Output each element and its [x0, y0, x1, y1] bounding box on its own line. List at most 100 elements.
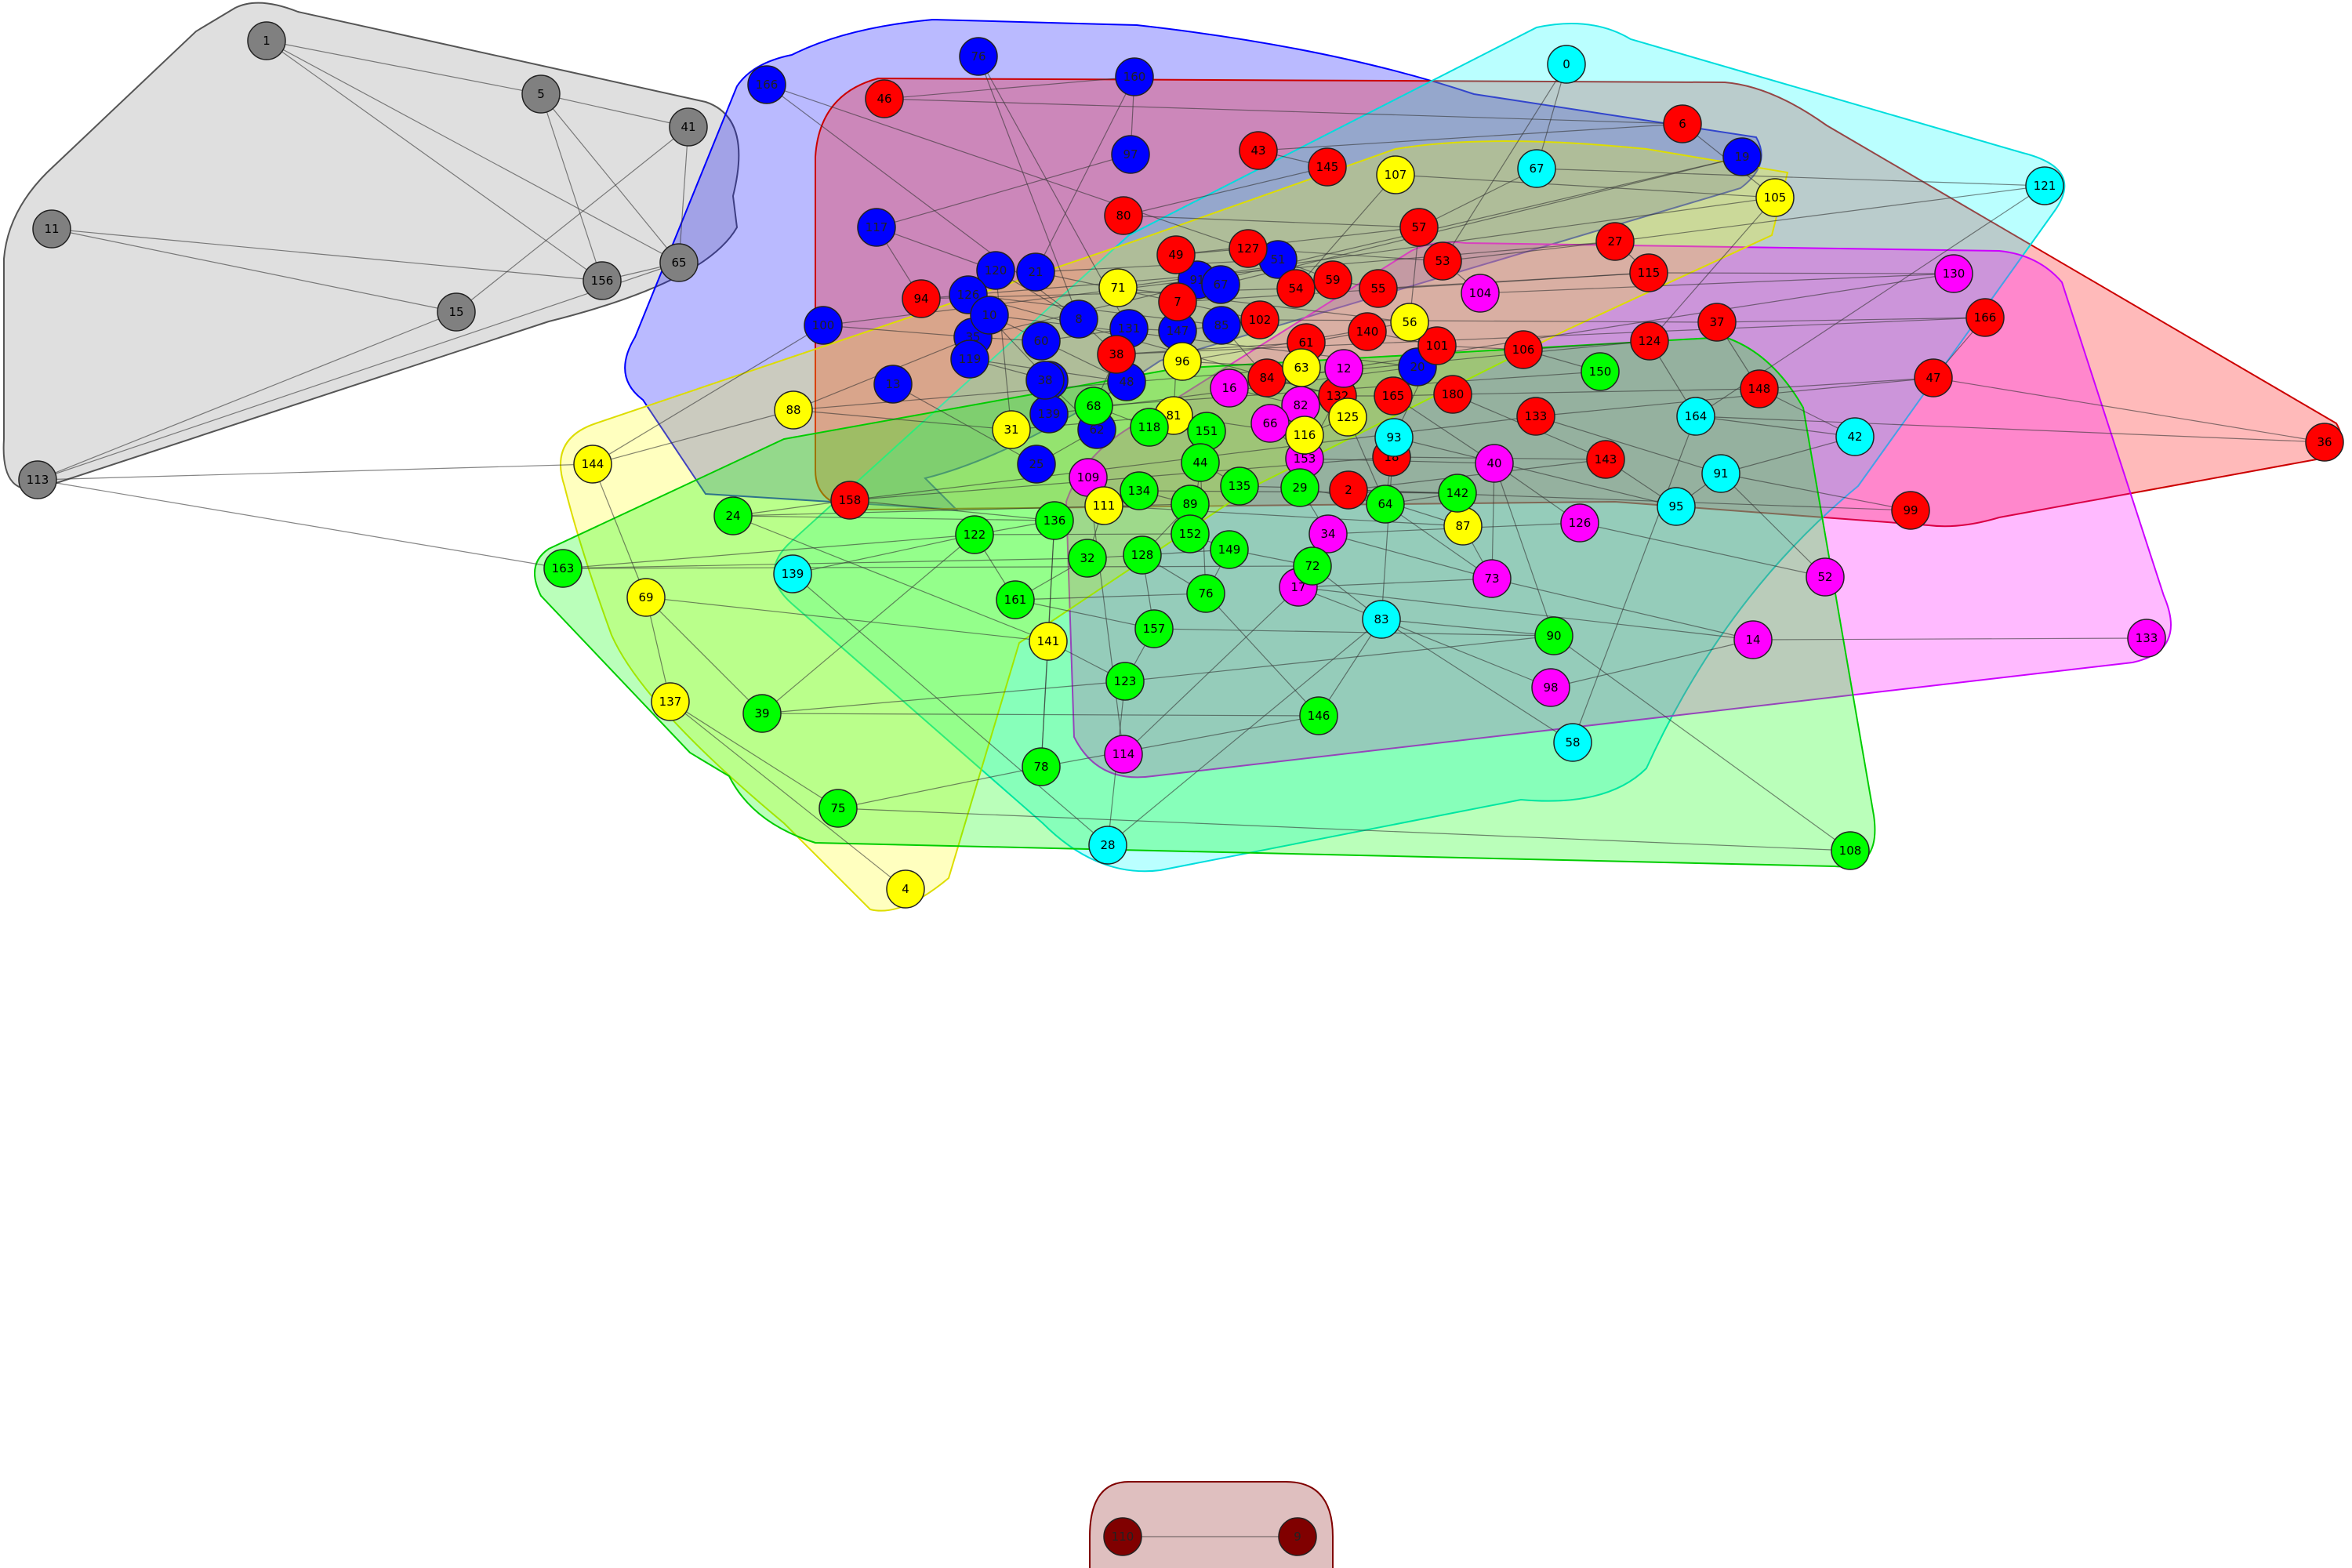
node-107[interactable]: 107	[1376, 155, 1415, 194]
node-108[interactable]: 108	[1831, 831, 1870, 870]
node-148[interactable]: 148	[1740, 369, 1779, 408]
node-75[interactable]: 75	[818, 789, 858, 828]
node-53[interactable]: 53	[1423, 241, 1462, 281]
node-63[interactable]: 63	[1282, 348, 1321, 387]
node-13[interactable]: 13	[873, 365, 913, 404]
node-117[interactable]: 117	[857, 208, 896, 247]
node-44[interactable]: 44	[1181, 443, 1220, 482]
node-29[interactable]: 29	[1280, 468, 1319, 507]
node-0[interactable]: 0	[1547, 45, 1586, 84]
node-27[interactable]: 27	[1595, 222, 1635, 261]
node-85[interactable]: 85	[1202, 306, 1241, 345]
node-83[interactable]: 83	[1362, 600, 1401, 639]
node-36[interactable]: 36	[2305, 423, 2344, 462]
node-133[interactable]: 133	[1516, 397, 1555, 436]
node-65[interactable]: 65	[659, 243, 699, 282]
node-118[interactable]: 118	[1130, 408, 1169, 447]
node-99[interactable]: 99	[1891, 491, 1930, 530]
node-4[interactable]: 4	[886, 869, 925, 909]
node-25[interactable]: 25	[1017, 445, 1056, 484]
node-102r[interactable]: 102	[1240, 300, 1279, 339]
node-114[interactable]: 114	[1104, 735, 1143, 774]
node-111[interactable]: 111	[1084, 486, 1123, 525]
node-139b[interactable]: 139	[1029, 394, 1069, 434]
node-94[interactable]: 94	[902, 279, 941, 318]
node-165[interactable]: 165	[1374, 376, 1413, 416]
node-43[interactable]: 43	[1239, 131, 1278, 170]
node-24[interactable]: 24	[713, 496, 753, 535]
node-180[interactable]: 180	[1433, 375, 1472, 414]
node-152[interactable]: 152	[1171, 514, 1210, 554]
node-76[interactable]: 76	[959, 37, 998, 76]
node-21[interactable]: 21	[1016, 252, 1055, 292]
node-88[interactable]: 88	[774, 390, 813, 430]
node-96[interactable]: 96	[1163, 342, 1202, 381]
node-10[interactable]: 10	[970, 296, 1009, 335]
node-7[interactable]: 7	[1158, 282, 1197, 321]
node-122[interactable]: 122	[955, 515, 994, 554]
node-14[interactable]: 14	[1733, 620, 1773, 659]
node-76g[interactable]: 76	[1186, 574, 1225, 613]
node-51[interactable]: 51	[1258, 240, 1298, 279]
node-47[interactable]: 47	[1914, 358, 1953, 397]
node-120[interactable]: 120	[976, 251, 1015, 290]
node-67[interactable]: 67	[1517, 149, 1556, 188]
node-41[interactable]: 41	[669, 107, 708, 147]
node-110[interactable]: 110	[1103, 1517, 1142, 1556]
node-73[interactable]: 73	[1472, 559, 1512, 598]
node-147[interactable]: 147	[1158, 311, 1197, 350]
node-156[interactable]: 156	[583, 261, 622, 300]
node-95[interactable]: 95	[1657, 487, 1696, 526]
node-80[interactable]: 80	[1104, 196, 1143, 235]
node-37[interactable]: 37	[1697, 303, 1737, 342]
node-140[interactable]: 140	[1348, 312, 1387, 351]
node-11[interactable]: 11	[32, 209, 71, 249]
node-163[interactable]: 163	[543, 549, 583, 588]
node-98[interactable]: 98	[1531, 668, 1570, 707]
node-90[interactable]: 90	[1534, 616, 1573, 655]
node-124[interactable]: 124	[1630, 321, 1669, 361]
node-38b[interactable]: 38	[1025, 361, 1065, 400]
node-139[interactable]: 139	[773, 554, 812, 593]
node-100[interactable]: 100	[804, 306, 843, 345]
node-32[interactable]: 32	[1068, 539, 1107, 578]
node-42[interactable]: 42	[1835, 417, 1875, 456]
node-59[interactable]: 59	[1313, 260, 1352, 299]
node-135[interactable]: 135	[1220, 466, 1259, 506]
node-40[interactable]: 40	[1475, 444, 1514, 483]
node-166[interactable]: 166	[747, 65, 786, 104]
node-34[interactable]: 34	[1308, 514, 1348, 554]
node-49[interactable]: 49	[1156, 235, 1196, 274]
node-28[interactable]: 28	[1088, 826, 1127, 865]
node-9[interactable]: 9	[1278, 1517, 1317, 1556]
node-137[interactable]: 137	[651, 682, 690, 721]
node-119[interactable]: 119	[950, 339, 989, 379]
node-15[interactable]: 15	[437, 292, 476, 332]
node-104[interactable]: 104	[1461, 274, 1500, 313]
node-149[interactable]: 149	[1210, 530, 1249, 569]
node-142[interactable]: 142	[1438, 474, 1477, 513]
node-151[interactable]: 151	[1187, 412, 1226, 451]
node-109[interactable]: 109	[1069, 458, 1108, 497]
node-91[interactable]: 91	[1701, 454, 1740, 493]
node-16[interactable]: 16	[1210, 368, 1249, 408]
node-123[interactable]: 123	[1105, 662, 1145, 701]
node-58[interactable]: 58	[1553, 723, 1592, 762]
node-82[interactable]: 82	[1281, 386, 1320, 425]
node-105[interactable]: 105	[1755, 178, 1795, 217]
node-31[interactable]: 31	[992, 410, 1031, 449]
node-87[interactable]: 87	[1443, 506, 1483, 546]
node-101[interactable]: 101	[1417, 326, 1457, 365]
node-106[interactable]: 106	[1504, 330, 1543, 369]
node-130[interactable]: 130	[1934, 254, 1973, 293]
node-127[interactable]: 127	[1229, 229, 1268, 268]
node-71[interactable]: 71	[1098, 268, 1138, 307]
node-6[interactable]: 6	[1663, 104, 1702, 143]
node-38[interactable]: 38	[1097, 335, 1136, 374]
node-66[interactable]: 66	[1250, 404, 1290, 443]
node-144[interactable]: 144	[573, 445, 612, 484]
node-125[interactable]: 125	[1328, 397, 1367, 437]
node-134[interactable]: 134	[1120, 471, 1159, 510]
node-60[interactable]: 60	[1022, 321, 1061, 361]
node-19[interactable]: 19	[1722, 137, 1762, 176]
